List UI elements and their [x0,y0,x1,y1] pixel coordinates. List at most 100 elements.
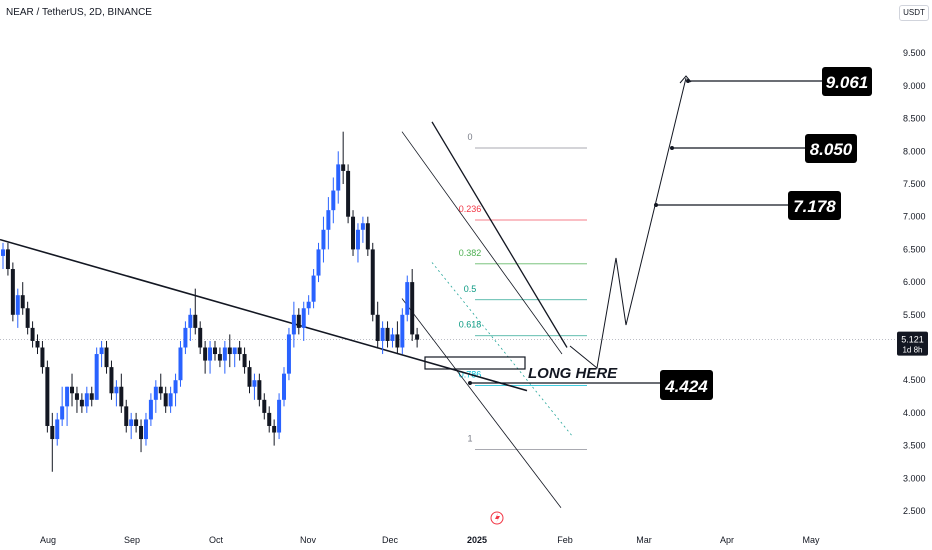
candle-body [134,419,139,426]
x-tick-label: Oct [209,535,224,545]
fib-level-label: 1 [467,434,472,444]
candle-body [35,340,40,348]
candle-body [217,354,222,361]
entry-zone-box [424,356,526,370]
candle-body [163,393,168,407]
lightning-icon-bolt [495,513,500,523]
y-tick-label: 8.500 [903,114,926,124]
y-tick-label: 7.000 [903,212,926,222]
candle-body [5,249,10,270]
candle-body [30,327,35,341]
x-tick-label: May [802,535,820,545]
target-price-badge [788,191,841,220]
candle-body [178,347,183,381]
candle-body [188,314,193,328]
candle-body [74,393,79,400]
candle-body [1,249,5,256]
current-price-tag [897,331,928,356]
y-tick-label: 4.500 [903,375,926,385]
candle-body [306,301,311,309]
entry-price-badge [660,370,713,400]
x-tick-label: Feb [557,535,573,545]
y-tick-label: 9.000 [903,81,926,91]
x-tick-label: Apr [720,535,734,545]
candle-body [139,425,144,440]
candle-body [79,399,84,407]
candle-body [232,347,237,355]
candle-body [365,223,370,250]
candle-body [296,314,301,328]
candle-body [282,373,287,400]
candle-body [341,164,346,171]
candle-body [351,216,356,250]
candle-body [267,412,272,426]
candle-body [124,406,129,426]
candle-body [286,334,291,374]
x-tick-label: Dec [382,535,399,545]
candle-body [375,314,380,341]
candle-body [94,354,99,400]
fib-level-label: 0.618 [459,320,482,330]
x-tick-label: Nov [300,535,317,545]
lightning-icon[interactable] [490,511,504,525]
candle-body [222,347,227,361]
candle-body [15,295,20,315]
candle-body [390,334,395,341]
y-tick-label: 4.000 [903,408,926,418]
target-price-text: 9.061 [826,73,869,92]
candle-body [84,393,89,407]
fib-level-label: 0.236 [459,204,482,214]
candle-body [227,347,232,355]
chart-title: NEAR / TetherUS, 2D, BINANCE [6,7,152,18]
y-tick-label: 6.000 [903,277,926,287]
candle-body [242,354,247,368]
x-tick-label: Mar [636,535,652,545]
candle-body [355,229,360,250]
target-price-text: 8.050 [810,140,853,159]
y-tick-label: 6.500 [903,244,926,254]
candle-body [99,347,104,355]
y-tick-label: 3.500 [903,441,926,451]
candle-body [370,249,375,315]
candle-body [395,334,400,348]
currency-button[interactable]: USDT [899,5,929,21]
candle-body [25,308,30,328]
fib-level-label: 0.5 [464,284,477,294]
candles-group [1,131,420,472]
y-tick-label: 9.500 [903,48,926,58]
candle-body [262,399,267,413]
candle-body [405,282,410,315]
candle-body [89,393,94,400]
candle-body [40,347,45,368]
target-price-badge [822,67,872,96]
candle-body [183,327,188,348]
candle-body [70,386,75,394]
candle-body [10,269,15,315]
y-tick-label: 8.000 [903,146,926,156]
candle-body [158,386,163,394]
candle-body [257,380,262,400]
candle-body [168,393,173,407]
current-price-countdown: 1d 8h [902,346,922,355]
candle-body [415,334,420,340]
candle-body [346,170,351,217]
candle-body [291,314,296,335]
candle-body [252,380,257,387]
candle-body [55,419,60,440]
current-price-value: 5.121 [901,335,924,345]
candle-body [212,347,217,355]
fib-level-label: 0 [467,132,472,142]
candle-body [331,190,336,211]
candle-body [272,425,277,433]
candle-body [114,386,119,394]
candle-body [237,347,242,355]
candle-body [203,347,208,361]
candle-body [380,327,385,341]
entry-price-text: 4.424 [664,377,708,396]
candle-body [104,347,109,368]
candle-body [143,419,148,440]
target-price-text: 7.178 [793,197,836,216]
candle-body [193,314,198,328]
candle-body [153,386,158,400]
